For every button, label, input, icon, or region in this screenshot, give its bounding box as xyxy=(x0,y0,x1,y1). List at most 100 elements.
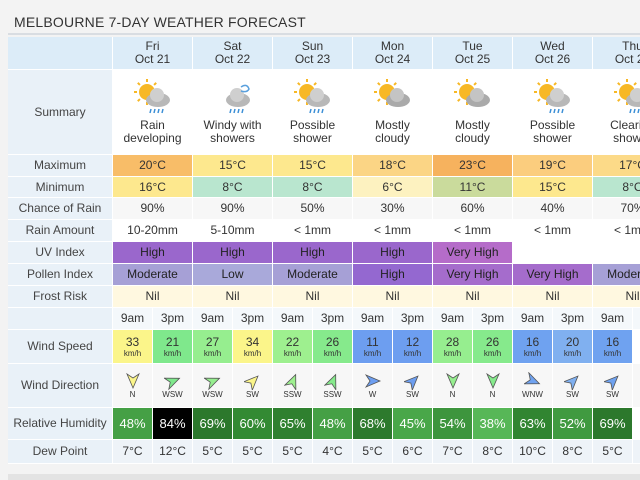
frost-text: Nil xyxy=(145,289,160,303)
min-cell: 8°C xyxy=(593,177,640,198)
max-cell: 20°C xyxy=(113,155,193,177)
icon-part xyxy=(536,98,541,102)
dir-cell: N xyxy=(473,364,513,408)
time-cell: 9am xyxy=(353,308,393,330)
icon-part xyxy=(125,372,140,390)
rain_amount-text: 10-20mm xyxy=(127,223,178,237)
time-text: 3pm xyxy=(480,311,505,325)
icon-part xyxy=(148,108,152,114)
min-cell: 11°C xyxy=(433,177,513,198)
uv-cell xyxy=(593,242,640,264)
dew-text: 5°C xyxy=(202,444,223,458)
summary-cell: Mostly cloudy xyxy=(433,70,513,155)
hum-cell: 48% xyxy=(113,408,153,440)
icon-part xyxy=(376,98,381,102)
dew-text: 4°C xyxy=(322,444,343,458)
hum-cell xyxy=(633,408,640,440)
icon-part xyxy=(563,375,579,390)
dew-cell: 10°C xyxy=(513,440,553,464)
min-cell: 16°C xyxy=(113,177,193,198)
min-text: 16°C xyxy=(139,179,166,194)
weather-icon xyxy=(293,79,330,114)
icon-part xyxy=(485,372,500,390)
icon-part xyxy=(445,372,460,390)
speed-cell: 33 km/h xyxy=(113,330,153,364)
frost-cell: Nil xyxy=(113,286,193,308)
title-rule xyxy=(8,33,640,35)
time-text: 9am xyxy=(120,311,145,325)
hum-text: 45% xyxy=(399,416,426,431)
icon-part xyxy=(136,98,141,102)
speed-unit: km/h xyxy=(563,348,582,358)
weather-icon xyxy=(133,79,170,114)
time-text: 3pm xyxy=(320,311,345,325)
icon-part xyxy=(392,82,397,86)
pollen-cell: Moderate xyxy=(273,264,353,286)
speed-unit: km/h xyxy=(163,348,182,358)
icon-part xyxy=(563,375,579,390)
dew-text: 5°C xyxy=(602,444,623,458)
frost-text: Nil xyxy=(385,289,400,303)
speed-unit: km/h xyxy=(283,348,302,358)
page-title: MELBOURNE 7-DAY WEATHER FORECAST xyxy=(14,14,306,30)
min-text: 6°C xyxy=(382,179,403,194)
pollen-text: Moderate xyxy=(607,267,640,281)
summary-cell: Windy with showers xyxy=(193,70,273,155)
speed-cell: 16 km/h xyxy=(593,330,633,364)
frost-text: Nil xyxy=(465,289,480,303)
row-label: Wind Speed xyxy=(8,330,113,364)
row-label-text: Frost Risk xyxy=(33,289,87,303)
summary-cell: Rain developing xyxy=(113,70,193,155)
dew-text: 6°C xyxy=(402,444,423,458)
dir-cell: SSW xyxy=(313,364,353,408)
rain_chance-cell: 60% xyxy=(433,198,513,220)
row-label-text: UV Index xyxy=(35,245,85,259)
icon-part xyxy=(240,108,244,114)
rain_chance-cell: 90% xyxy=(193,198,273,220)
summary-text: Mostly cloudy xyxy=(375,118,410,145)
time-cell: 3pm xyxy=(233,308,273,330)
icon-part xyxy=(469,88,484,102)
max-text: 19°C xyxy=(539,158,566,172)
frost-cell: Nil xyxy=(353,286,433,308)
wind-arrow xyxy=(125,372,140,390)
dew-cell: 8°C xyxy=(553,440,593,464)
day-date: Oct 22 xyxy=(214,52,251,66)
day-name: Sat xyxy=(223,39,242,53)
dir-text: N xyxy=(449,390,456,399)
hum-cell: 68% xyxy=(353,408,393,440)
time-cell: 9am xyxy=(593,308,633,330)
speed-unit: km/h xyxy=(523,348,542,358)
icon-part xyxy=(556,108,560,114)
wind-arrow xyxy=(485,372,500,390)
speed-cell: 20 km/h xyxy=(553,330,593,364)
icon-part xyxy=(163,377,180,390)
pollen-cell: Moderate xyxy=(593,264,640,286)
speed-cell: 11 km/h xyxy=(353,330,393,364)
wind-arrow xyxy=(563,375,579,390)
row-label: Relative Humidity xyxy=(8,408,113,440)
weather-icon xyxy=(453,79,490,107)
dew-cell: 5°C xyxy=(233,440,273,464)
dew-cell: 5°C xyxy=(593,440,633,464)
dir-cell: N xyxy=(433,364,473,408)
day-header: Sun Oct 23 xyxy=(273,37,353,70)
speed-unit: km/h xyxy=(363,348,382,358)
min-cell: 15°C xyxy=(513,177,593,198)
pollen-text: Low xyxy=(221,267,244,281)
time-text: 3pm xyxy=(560,311,585,325)
hum-cell: 65% xyxy=(273,408,313,440)
icon-part xyxy=(616,98,621,102)
min-text: 15°C xyxy=(539,179,566,194)
day-date: Oct 25 xyxy=(454,52,491,66)
min-text: 8°C xyxy=(222,179,243,194)
day-name: Fri xyxy=(145,39,160,53)
frost-text: Nil xyxy=(625,289,640,303)
dir-text: SSW xyxy=(323,390,342,399)
icon-part xyxy=(628,108,632,114)
summary-text: Mostly cloudy xyxy=(455,118,490,145)
pollen-cell: Very High xyxy=(513,264,593,286)
row-label: Rain Amount xyxy=(8,220,113,242)
hum-text: 68% xyxy=(359,416,386,431)
row-label-text: Maximum xyxy=(33,158,86,172)
